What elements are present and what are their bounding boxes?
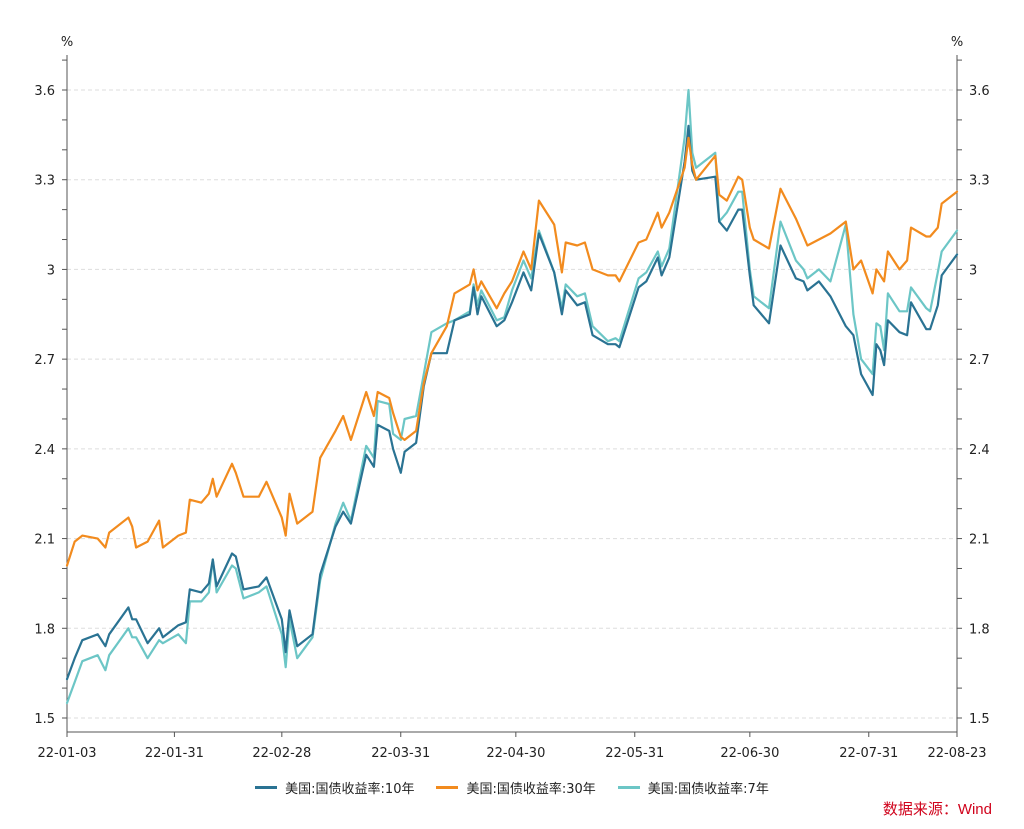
legend-label-7y: 美国:国债收益率:7年 — [647, 781, 769, 797]
y-tick-right-2: 2.1 — [969, 533, 990, 548]
tick-labels: 1.5 1.5 1.8 1.8 2.1 2.1 2.4 2.4 2.7 2.7 3 3 3.3 3.3 3.… — [34, 35, 989, 761]
x-tick-label-3: 22-03-31 — [371, 746, 430, 761]
x-tick-label-6: 22-06-30 — [720, 746, 779, 761]
y-tick-left-1: 1.8 — [34, 622, 55, 637]
legend-item-10y[interactable]: 美国:国债收益率:10年 — [255, 778, 414, 797]
legend-swatch-30y — [436, 785, 459, 789]
y-tick-left-4: 2.7 — [34, 353, 55, 368]
gridlines — [67, 89, 957, 719]
legend-swatch-10y — [255, 785, 278, 789]
y-unit-right: % — [951, 35, 963, 50]
series-line-7y — [65, 88, 959, 705]
y-tick-right-3: 2.4 — [969, 443, 990, 458]
legend-label-10y: 美国:国债收益率:10年 — [285, 781, 415, 797]
y-tick-right-4: 2.7 — [969, 353, 990, 368]
y-tick-right-0: 1.5 — [969, 712, 990, 727]
series-lines — [65, 88, 959, 705]
line-chart: 1.5 1.5 1.8 1.8 2.1 2.1 2.4 2.4 2.7 2.7 3 3 3.3 3.3 3.… — [34, 35, 989, 761]
x-tick-label-2: 22-02-28 — [252, 746, 311, 761]
source-note: 数据来源：Wind — [882, 801, 992, 818]
y-tick-left-2: 2.1 — [34, 533, 55, 548]
y-tick-left-7: 3.6 — [34, 84, 55, 99]
legend-label-30y: 美国:国债收益率:30年 — [466, 781, 596, 797]
y-tick-right-7: 3.6 — [969, 84, 990, 99]
y-tick-left-0: 1.5 — [34, 712, 55, 727]
series-line-30y — [65, 136, 959, 567]
y-tick-left-5: 3 — [47, 263, 55, 278]
legend-swatch-7y — [617, 785, 640, 789]
x-tick-label-0: 22-01-03 — [37, 746, 96, 761]
y-unit-left: % — [61, 35, 73, 50]
y-tick-right-6: 3.3 — [969, 174, 990, 189]
legend: 美国:国债收益率:10年 美国:国债收益率:30年 美国:国债收益率:7年 — [0, 776, 1024, 798]
y-tick-left-3: 2.4 — [34, 443, 55, 458]
series-line-10y — [65, 124, 959, 681]
y-tick-right-5: 3 — [969, 263, 977, 278]
y-tick-right-1: 1.8 — [969, 622, 990, 637]
legend-item-7y[interactable]: 美国:国债收益率:7年 — [617, 778, 769, 797]
y-tick-left-6: 3.3 — [34, 174, 55, 189]
x-tick-label-8: 22-08-23 — [927, 746, 986, 761]
x-tick-label-1: 22-01-31 — [145, 746, 204, 761]
x-tick-label-7: 22-07-31 — [839, 746, 898, 761]
axes — [62, 55, 962, 737]
legend-item-30y[interactable]: 美国:国债收益率:30年 — [436, 778, 596, 797]
x-tick-label-4: 22-04-30 — [486, 746, 545, 761]
x-tick-label-5: 22-05-31 — [605, 746, 664, 761]
